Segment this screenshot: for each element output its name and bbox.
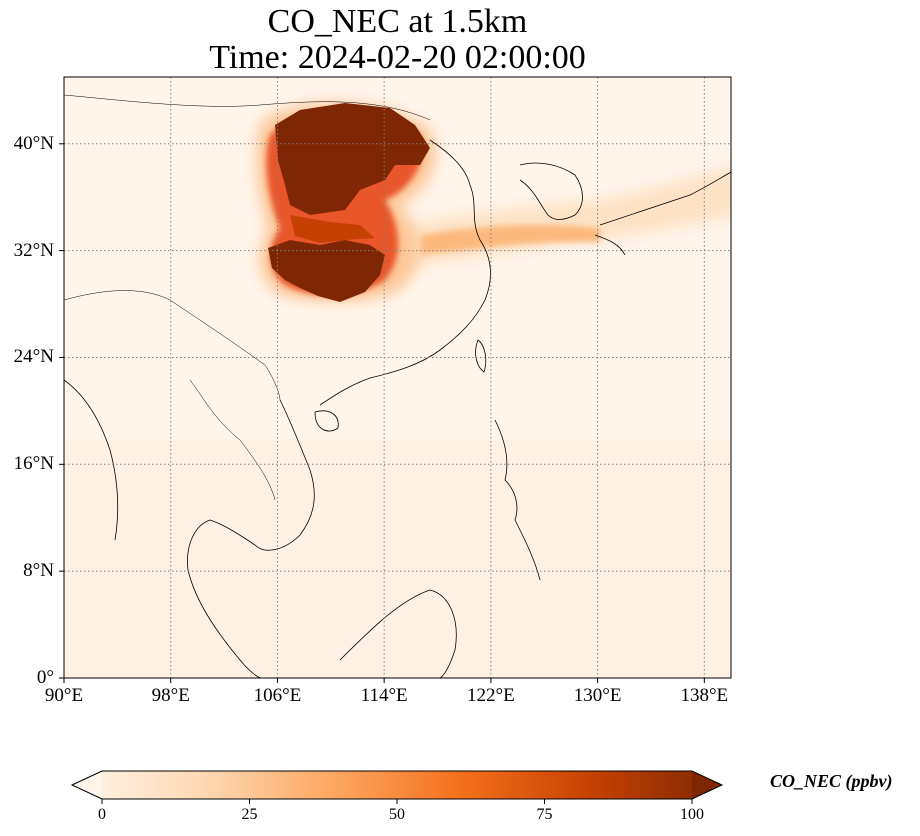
coast-philippines — [494, 419, 541, 581]
plume-bridge — [290, 215, 375, 243]
colorbar-tick-label: 100 — [680, 806, 704, 823]
coast-vietnam — [254, 399, 315, 551]
colorbar-tick-label: 0 — [98, 806, 106, 823]
border-inner-2 — [189, 379, 276, 501]
lat-label: 0° — [36, 667, 54, 688]
coast-hainan — [314, 410, 339, 432]
lat-label: 24°N — [13, 346, 54, 368]
map-title: CO_NEC at 1.5km — [267, 3, 528, 40]
colorbar-under-arrow — [72, 771, 102, 799]
lat-label: 32°N — [13, 239, 54, 261]
colorbar-tick-label: 50 — [389, 806, 405, 823]
colorbar-gradient — [72, 771, 722, 799]
colorbar-over-arrow — [692, 771, 722, 799]
colorbar-label: CO_NEC (ppbv) — [770, 771, 893, 791]
lon-label: 90°E — [44, 685, 84, 706]
lon-label: 114°E — [360, 685, 408, 706]
coast-kyushu — [594, 234, 626, 256]
coast-borneo — [339, 589, 457, 678]
coast-japan — [599, 171, 731, 226]
coast-taiwan — [475, 339, 487, 373]
lon-label: 106°E — [253, 685, 302, 706]
coast-myanmar — [64, 379, 119, 541]
axis-ticks — [59, 143, 705, 683]
lat-label: 40°N — [13, 132, 54, 154]
plume-outflow-core — [420, 224, 600, 255]
lat-label: 16°N — [13, 453, 54, 475]
lon-label: 138°E — [680, 685, 729, 706]
colorbar — [70, 770, 724, 804]
concentration-field — [64, 102, 731, 678]
coastlines — [64, 94, 731, 678]
lon-label: 98°E — [151, 685, 190, 706]
lat-label: 8°N — [23, 560, 54, 582]
haze-south — [64, 440, 731, 678]
lon-label: 122°E — [467, 685, 515, 706]
map-time-subtitle: Time: 2024-02-20 02:00:00 — [209, 39, 586, 76]
colorbar-tick-label: 25 — [241, 806, 258, 823]
lon-label: 130°E — [573, 685, 622, 706]
coast-malay — [187, 519, 263, 678]
border-north — [64, 94, 431, 121]
coast-china — [319, 139, 491, 406]
map-frame — [63, 76, 732, 679]
border-inner-1 — [64, 290, 281, 401]
colorbar-tick-label: 75 — [536, 806, 553, 823]
plume-core-south — [268, 240, 385, 302]
coast-korea — [519, 162, 583, 220]
plume-core-north — [275, 103, 430, 215]
gridlines — [64, 77, 731, 678]
